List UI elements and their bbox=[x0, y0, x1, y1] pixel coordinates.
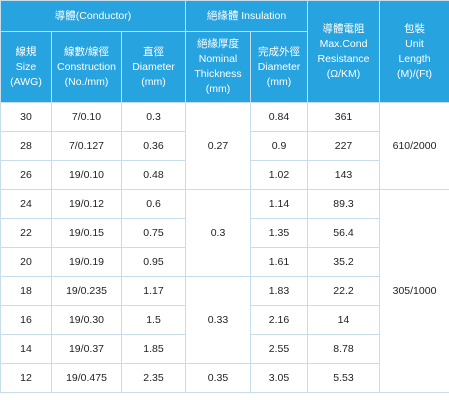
construction-cell: 19/0.12 bbox=[51, 189, 122, 219]
thickness-cell: 0.35 bbox=[185, 363, 252, 393]
construction-cell: 19/0.235 bbox=[51, 276, 122, 306]
size-cell: 12 bbox=[0, 363, 52, 393]
diameter-cell: 1.85 bbox=[120, 334, 187, 364]
construction-cell: 19/0.19 bbox=[51, 247, 122, 277]
finished-diameter-cell: 1.02 bbox=[250, 160, 309, 190]
size-cell: 20 bbox=[0, 247, 52, 277]
resistance-header: 導體電阻 Max.Cond Resistance (Ω/KM) bbox=[307, 0, 381, 103]
unit-length-cell: 610/2000 bbox=[379, 102, 449, 190]
finished-diameter-cell: 2.55 bbox=[250, 334, 309, 364]
diameter-header: 直徑 Diameter (mm) bbox=[120, 31, 187, 103]
diameter-cell: 0.6 bbox=[120, 189, 187, 219]
size-cell: 22 bbox=[0, 218, 52, 248]
finished-diameter-cell: 1.83 bbox=[250, 276, 309, 306]
size-cell: 28 bbox=[0, 131, 52, 161]
wire-spec-table: 導體(Conductor) 絕緣體 Insulation 導體電阻 Max.Co… bbox=[0, 0, 449, 393]
resistance-cell: 22.2 bbox=[307, 276, 381, 306]
diameter-cell: 0.36 bbox=[120, 131, 187, 161]
table-row: 12 19/0.475 2.35 0.35 3.05 5.53 bbox=[0, 363, 449, 393]
finished-diameter-cell: 2.16 bbox=[250, 305, 309, 335]
diameter-cell: 0.3 bbox=[120, 102, 187, 132]
diameter-cell: 1.5 bbox=[120, 305, 187, 335]
finished-diameter-cell: 1.14 bbox=[250, 189, 309, 219]
diameter-cell: 0.95 bbox=[120, 247, 187, 277]
table-row: 18 19/0.235 1.17 0.33 1.83 22.2 bbox=[0, 276, 449, 364]
table-row: 28 7/0.127 0.36 0.9 227 bbox=[0, 131, 449, 161]
resistance-cell: 5.53 bbox=[307, 363, 381, 393]
resistance-cell: 56.4 bbox=[307, 218, 381, 248]
construction-cell: 19/0.15 bbox=[51, 218, 122, 248]
size-cell: 24 bbox=[0, 189, 52, 219]
unit-length-header: 包裝 Unit Length (M)/(Ft) bbox=[379, 0, 449, 103]
construction-cell: 19/0.37 bbox=[51, 334, 122, 364]
size-cell: 30 bbox=[0, 102, 52, 132]
diameter-cell: 0.75 bbox=[120, 218, 187, 248]
size-cell: 14 bbox=[0, 334, 52, 364]
finished-diameter-cell: 3.05 bbox=[250, 363, 309, 393]
finished-diameter-cell: 0.9 bbox=[250, 131, 309, 161]
construction-cell: 19/0.475 bbox=[51, 363, 122, 393]
resistance-cell: 227 bbox=[307, 131, 381, 161]
size-cell: 26 bbox=[0, 160, 52, 190]
insulation-header: 絕緣體 Insulation bbox=[185, 0, 309, 32]
table-row: 20 19/0.19 0.95 1.61 35.2 bbox=[0, 247, 449, 277]
size-cell: 16 bbox=[0, 305, 52, 335]
nominal-thickness-header: 絕緣厚度 Nominal Thickness (mm) bbox=[185, 31, 252, 103]
unit-length-cell: 305/1000 bbox=[379, 189, 449, 393]
table-row: 22 19/0.15 0.75 1.35 56.4 bbox=[0, 218, 449, 248]
size-header: 線規 Size (AWG) bbox=[0, 31, 52, 103]
table-row: 24 19/0.12 0.6 0.3 1.14 89.3 305/1000 bbox=[0, 189, 449, 393]
construction-cell: 7/0.127 bbox=[51, 131, 122, 161]
finished-diameter-header: 完成外徑 Diameter (mm) bbox=[250, 31, 309, 103]
thickness-cell: 0.3 bbox=[185, 189, 252, 277]
resistance-cell: 35.2 bbox=[307, 247, 381, 277]
conductor-header: 導體(Conductor) bbox=[0, 0, 187, 32]
construction-cell: 19/0.30 bbox=[51, 305, 122, 335]
size-cell: 18 bbox=[0, 276, 52, 306]
table-row: 26 19/0.10 0.48 1.02 143 bbox=[0, 160, 449, 190]
construction-cell: 7/0.10 bbox=[51, 102, 122, 132]
finished-diameter-cell: 0.84 bbox=[250, 102, 309, 132]
table-row: 30 7/0.10 0.3 0.27 0.84 361 610/2000 bbox=[0, 102, 449, 190]
thickness-cell: 0.27 bbox=[185, 102, 252, 190]
diameter-cell: 0.48 bbox=[120, 160, 187, 190]
resistance-cell: 89.3 bbox=[307, 189, 381, 219]
resistance-cell: 8.78 bbox=[307, 334, 381, 364]
finished-diameter-cell: 1.61 bbox=[250, 247, 309, 277]
table-row: 16 19/0.30 1.5 2.16 14 bbox=[0, 305, 449, 335]
resistance-cell: 361 bbox=[307, 102, 381, 132]
resistance-cell: 143 bbox=[307, 160, 381, 190]
diameter-cell: 2.35 bbox=[120, 363, 187, 393]
diameter-cell: 1.17 bbox=[120, 276, 187, 306]
thickness-cell: 0.33 bbox=[185, 276, 252, 364]
construction-cell: 19/0.10 bbox=[51, 160, 122, 190]
construction-header: 線數/線徑 Construction (No./mm) bbox=[51, 31, 122, 103]
finished-diameter-cell: 1.35 bbox=[250, 218, 309, 248]
resistance-cell: 14 bbox=[307, 305, 381, 335]
